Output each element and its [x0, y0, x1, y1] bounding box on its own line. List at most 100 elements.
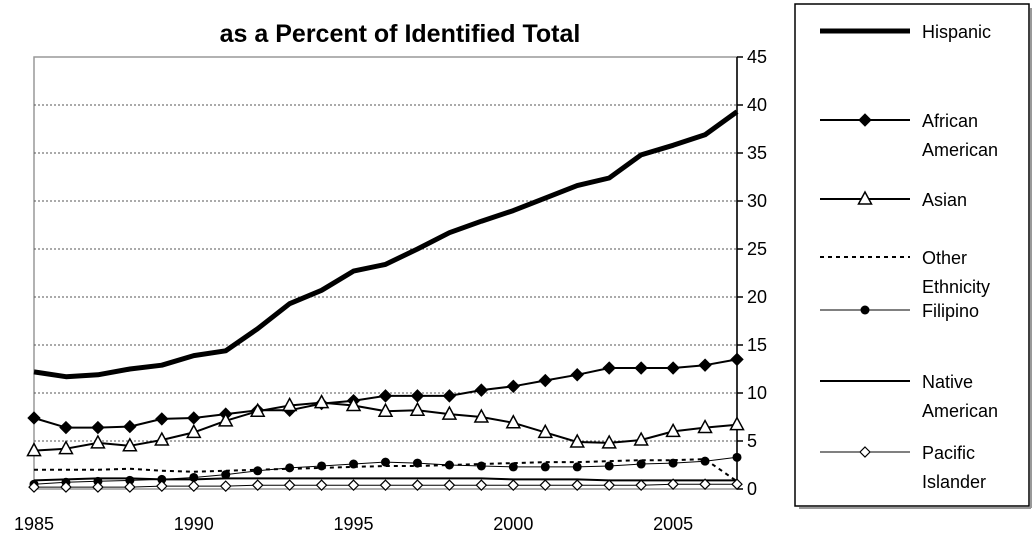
data-point-filipino — [476, 461, 486, 471]
data-point-asian — [122, 437, 138, 452]
legend-label-native-american: American — [922, 401, 998, 421]
data-point-asian — [601, 434, 617, 449]
data-point-african-american — [474, 383, 489, 397]
data-point-asian — [505, 414, 522, 429]
data-point-african-american — [698, 358, 712, 372]
y-axis: 0 5 10 15 20 25 30 35 40 45 — [737, 47, 767, 499]
legend: Hispanic African American Asian Other Ethnici… — [820, 22, 998, 492]
data-point-pacific-islander — [475, 479, 488, 492]
data-point-pacific-islander — [635, 479, 647, 492]
data-point-filipino — [381, 457, 390, 467]
legend-item-native-american: Native American — [820, 372, 998, 421]
y-tick-label: 35 — [747, 143, 767, 163]
data-point-pacific-islander — [187, 480, 200, 492]
data-point-asian — [281, 396, 298, 412]
legend-label-african-american: American — [922, 140, 998, 160]
y-tick-label: 40 — [747, 95, 767, 115]
data-point-pacific-islander — [667, 478, 679, 491]
series-native-american — [33, 477, 737, 482]
data-point-filipino — [253, 466, 263, 476]
y-tick-label: 10 — [747, 383, 767, 403]
data-point-pacific-islander — [28, 481, 40, 493]
x-tick-label: 1995 — [334, 514, 374, 534]
data-point-pacific-islander — [379, 479, 392, 492]
data-point-african-american — [666, 361, 680, 375]
data-point-filipino — [444, 460, 454, 470]
series-pacific-islander — [28, 478, 743, 493]
data-point-pacific-islander — [92, 481, 104, 493]
data-point-pacific-islander — [699, 478, 711, 491]
data-point-african-american — [730, 352, 744, 367]
legend-item-asian: Asian — [820, 190, 967, 210]
legend-box — [794, 3, 1030, 507]
legend-item-pacific-islander: Pacific Islander — [820, 443, 986, 492]
data-point-asian — [345, 396, 362, 412]
data-point-asian — [90, 434, 106, 449]
data-point-pacific-islander — [603, 479, 616, 492]
plot-area — [33, 56, 738, 490]
data-point-pacific-islander — [347, 479, 360, 492]
data-point-african-american — [506, 379, 521, 393]
x-axis: 1985 1990 1995 2000 2005 — [14, 514, 693, 534]
legend-item-other-ethnicity: Other Ethnicity — [820, 248, 990, 297]
data-point-asian — [569, 433, 585, 448]
data-point-pacific-islander — [283, 479, 296, 492]
x-tick-label: 1990 — [174, 514, 214, 534]
data-point-pacific-islander — [251, 479, 264, 492]
data-point-pacific-islander — [60, 481, 72, 493]
x-tick-label: 1985 — [14, 514, 54, 534]
series-line-other-ethnicity — [34, 458, 738, 483]
x-tick-label: 2005 — [653, 514, 693, 534]
data-point-african-american — [602, 361, 616, 375]
y-tick-label: 45 — [747, 47, 767, 67]
data-point-asian — [313, 394, 330, 409]
legend-label-pacific-islander: Islander — [922, 472, 986, 492]
data-point-asian — [154, 431, 170, 446]
series-line-native-american — [33, 477, 737, 482]
data-point-african-american — [442, 389, 457, 403]
data-point-asian — [665, 422, 681, 438]
data-point-asian — [473, 408, 490, 423]
series-other-ethnicity — [34, 458, 738, 483]
legend-marker-asian — [857, 190, 873, 205]
data-point-pacific-islander — [124, 481, 136, 493]
series-hispanic — [33, 109, 739, 380]
data-point-asian — [409, 401, 426, 417]
y-tick-label: 30 — [747, 191, 767, 211]
data-point-asian — [537, 423, 554, 439]
data-point-asian — [58, 440, 74, 455]
x-tick-label: 2000 — [493, 514, 533, 534]
chart-title: as a Percent of Identified Total — [220, 20, 581, 48]
data-point-african-american — [59, 420, 73, 435]
data-point-pacific-islander — [411, 479, 424, 492]
legend-label-asian: Asian — [922, 190, 967, 210]
data-point-filipino — [508, 462, 518, 472]
data-point-african-american — [27, 411, 41, 425]
legend-label-african-american: African — [922, 111, 978, 131]
data-point-filipino — [540, 462, 550, 472]
data-point-filipino — [700, 456, 710, 466]
data-point-african-american — [378, 389, 393, 403]
legend-label-hispanic: Hispanic — [922, 22, 991, 42]
data-point-asian — [249, 402, 266, 417]
data-point-african-american — [570, 368, 584, 382]
data-point-pacific-islander — [443, 479, 456, 492]
data-point-pacific-islander — [571, 479, 584, 492]
data-point-african-american — [123, 419, 137, 434]
legend-label-filipino: Filipino — [922, 301, 979, 321]
data-point-pacific-islander — [315, 479, 328, 492]
series-line-hispanic — [33, 109, 739, 380]
data-point-filipino — [572, 462, 582, 472]
series-group — [26, 109, 745, 493]
data-point-filipino — [668, 458, 678, 468]
legend-item-hispanic: Hispanic — [820, 22, 991, 42]
data-point-filipino — [732, 452, 742, 462]
legend-label-pacific-islander: Pacific — [922, 443, 975, 463]
series-asian — [26, 394, 745, 457]
data-point-filipino — [221, 470, 231, 480]
data-point-filipino — [349, 459, 359, 469]
legend-marker-pacific-islander — [859, 446, 871, 458]
data-point-african-american — [634, 361, 648, 375]
data-point-pacific-islander — [155, 480, 168, 492]
